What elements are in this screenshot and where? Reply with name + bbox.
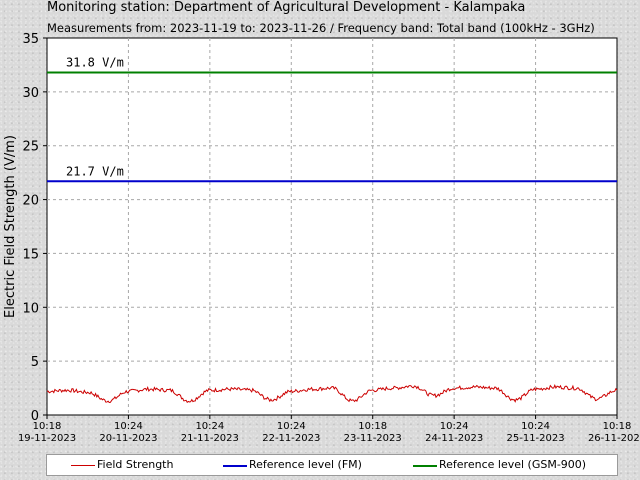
x-tick-date: 20-11-2023 — [99, 433, 157, 444]
y-tick-label: 35 — [22, 32, 39, 47]
legend: Field Strength Reference level (FM) Refe… — [46, 454, 618, 476]
x-tick-time: 10:18 — [33, 421, 62, 432]
x-tick-date: 24-11-2023 — [425, 433, 483, 444]
plot-area — [46, 37, 618, 416]
y-tick-label: 5 — [31, 355, 39, 370]
y-tick-label: 25 — [22, 140, 39, 155]
y-tick-label: 15 — [22, 247, 39, 262]
page-subtitle: Measurements from: 2023-11-19 to: 2023-1… — [47, 21, 595, 35]
legend-label-field-strength: Field Strength — [97, 458, 174, 471]
x-tick-time: 10:18 — [358, 421, 387, 432]
x-tick-time: 10:24 — [440, 421, 469, 432]
x-tick-date: 21-11-2023 — [181, 433, 239, 444]
x-tick-time: 10:18 — [603, 421, 632, 432]
legend-label-reference-gsm900: Reference level (GSM-900) — [439, 458, 587, 471]
x-tick-time: 10:24 — [521, 421, 550, 432]
chart: 0510152025303510:1819-11-202310:2420-11-… — [3, 32, 640, 444]
legend-swatch-field-strength — [71, 465, 95, 466]
y-tick-label: 10 — [22, 301, 39, 316]
x-tick-date: 23-11-2023 — [344, 433, 402, 444]
legend-swatch-reference-fm — [223, 465, 247, 467]
y-tick-label: 20 — [22, 194, 39, 209]
reference-line-label: 31.8 V/m — [66, 55, 124, 69]
reference-line-label: 21.7 V/m — [66, 164, 124, 178]
legend-label-reference-fm: Reference level (FM) — [249, 458, 362, 471]
series-line-field-strength — [46, 383, 618, 404]
x-tick-date: 19-11-2023 — [18, 433, 76, 444]
y-tick-label: 0 — [31, 409, 39, 424]
x-tick-time: 10:24 — [277, 421, 306, 432]
x-tick-time: 10:24 — [114, 421, 143, 432]
x-tick-date: 26-11-2023 — [588, 433, 640, 444]
x-tick-date: 25-11-2023 — [507, 433, 565, 444]
y-tick-label: 30 — [22, 86, 39, 101]
y-axis-label: Electric Field Strength (V/m) — [3, 135, 18, 318]
x-tick-date: 22-11-2023 — [262, 433, 320, 444]
legend-swatch-reference-gsm900 — [413, 465, 437, 467]
x-tick-time: 10:24 — [195, 421, 224, 432]
page-title: Monitoring station: Department of Agricu… — [47, 0, 526, 15]
